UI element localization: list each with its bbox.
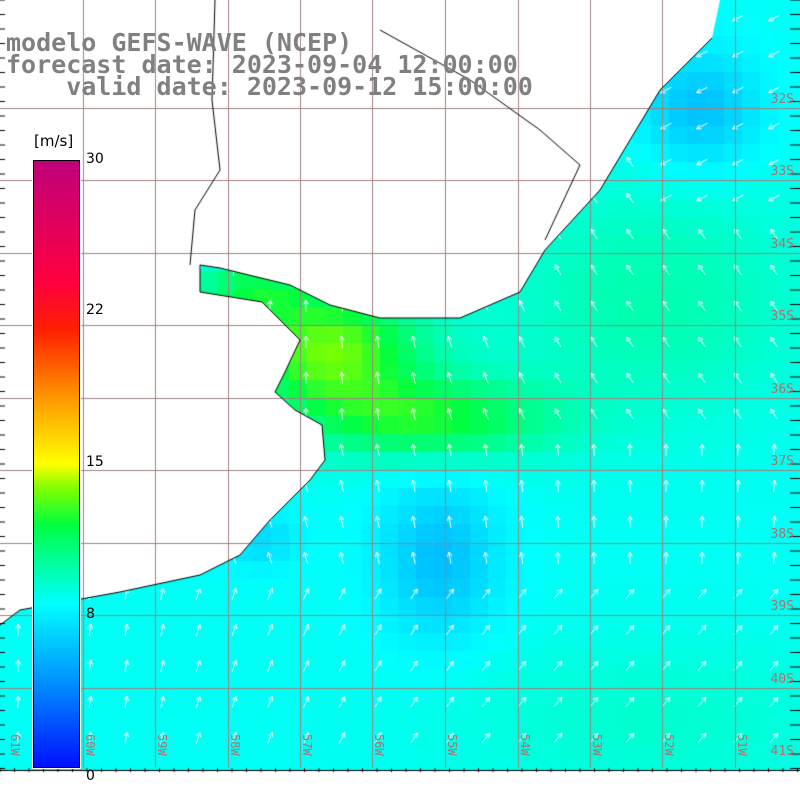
longitude-label: 56W xyxy=(372,734,386,756)
latitude-label: 36S xyxy=(770,382,794,397)
longitude-label: 51W xyxy=(735,734,749,756)
title-model: modelo GEFS-WAVE (NCEP) xyxy=(6,28,353,57)
latitude-label: 32S xyxy=(770,92,794,107)
longitude-label: 58W xyxy=(228,734,242,756)
colorbar xyxy=(32,159,81,769)
latitude-label: 39S xyxy=(770,599,794,614)
latitude-label: 33S xyxy=(770,164,794,179)
colorbar-tick: 30 xyxy=(86,151,104,167)
latitude-label: 38S xyxy=(770,527,794,542)
latitude-label: 35S xyxy=(770,309,794,324)
longitude-label: 60W xyxy=(83,734,97,756)
colorbar-tick: 15 xyxy=(86,454,104,470)
longitude-label: 53W xyxy=(590,734,604,756)
longitude-label: 52W xyxy=(662,734,676,756)
colorbar-unit: [m/s] xyxy=(34,132,74,150)
latitude-label: 41S xyxy=(770,744,794,759)
colorbar-tick: 0 xyxy=(86,768,95,784)
longitude-label: 61W xyxy=(8,734,22,756)
longitude-label: 55W xyxy=(445,734,459,756)
longitude-label: 59W xyxy=(155,734,169,756)
colorbar-tick: 8 xyxy=(86,606,95,622)
longitude-label: 54W xyxy=(518,734,532,756)
title-forecast-date: forecast date: 2023-09-04 12:00:00 xyxy=(6,50,518,79)
colorbar-tick: 22 xyxy=(86,302,104,318)
longitude-label: 57W xyxy=(300,734,314,756)
latitude-label: 37S xyxy=(770,454,794,469)
title-valid-date: valid date: 2023-09-12 15:00:00 xyxy=(6,72,533,101)
latitude-label: 40S xyxy=(770,672,794,687)
latitude-label: 34S xyxy=(770,237,794,252)
